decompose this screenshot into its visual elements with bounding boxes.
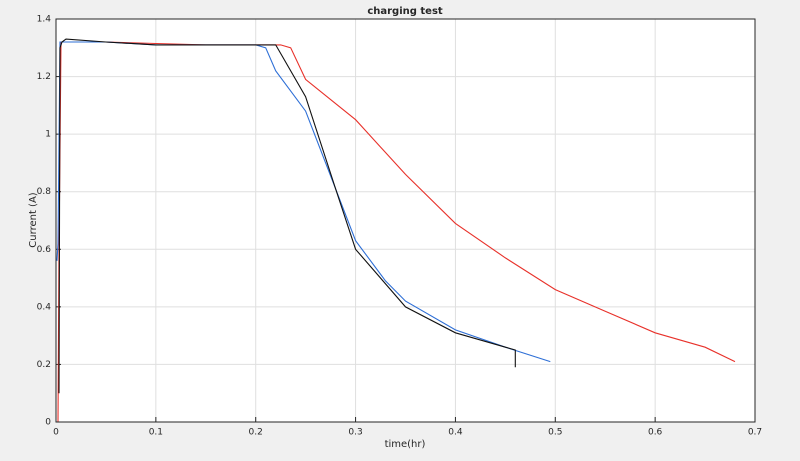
x-tick-label: 0.7 <box>748 428 762 438</box>
x-tick-label: 0.2 <box>249 428 263 438</box>
y-tick-label: 1.4 <box>37 15 52 25</box>
chart-title: charging test <box>367 6 443 17</box>
plot-area <box>56 19 755 422</box>
y-tick-label: 0 <box>45 418 51 428</box>
y-axis-label: Current (A) <box>28 192 39 247</box>
data-line <box>58 38 516 394</box>
y-tick-label: 0.8 <box>37 187 52 197</box>
y-tick-label: 0.4 <box>37 302 52 312</box>
data-line <box>56 41 551 363</box>
x-tick-label: 0.4 <box>448 428 463 438</box>
x-tick-label: 0.6 <box>648 428 663 438</box>
x-axis-label: time(hr) <box>385 439 426 450</box>
y-tick-label: 0.2 <box>37 360 51 370</box>
x-tick-label: 0.5 <box>548 428 562 438</box>
y-tick-label: 1.2 <box>37 72 51 82</box>
x-tick-label: 0.1 <box>149 428 163 438</box>
axes-box <box>55 18 756 423</box>
x-tick-label: 0 <box>53 428 59 438</box>
y-tick-label: 1 <box>45 130 51 140</box>
x-tick-label: 0.3 <box>348 428 362 438</box>
y-tick-label: 0.6 <box>37 245 52 255</box>
